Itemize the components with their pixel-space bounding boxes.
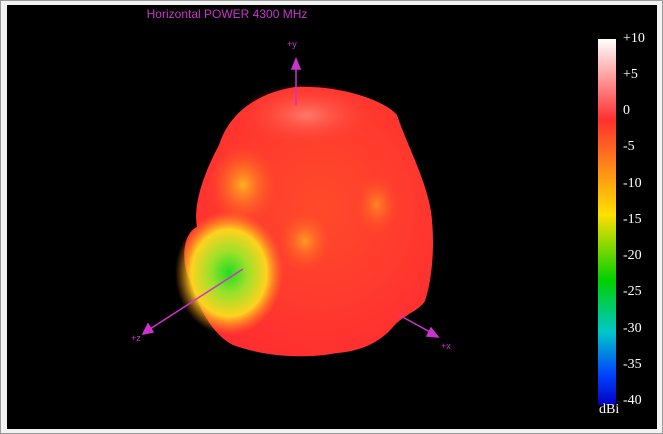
axis-y	[290, 56, 302, 105]
orange-patch-center	[279, 211, 331, 271]
colorbar-tick: +5	[623, 67, 638, 82]
colorbar-unit: dBi	[599, 402, 620, 417]
colorbar-tick: -30	[623, 321, 642, 336]
colorbar-tick: -10	[623, 176, 642, 191]
null-region-green	[175, 211, 283, 335]
colorbar-tick: 0	[623, 103, 630, 118]
colorbar-tick: -35	[623, 357, 642, 372]
colorbar-tick: -25	[623, 284, 642, 299]
colorbar-tick: +10	[623, 31, 645, 46]
orange-patch-upper	[209, 145, 277, 225]
top-highlight	[237, 83, 377, 147]
colorbar-tick: -40	[623, 393, 642, 408]
radiation-pattern-3d[interactable]	[7, 5, 657, 429]
axis-z	[141, 268, 244, 336]
radiation-pattern-viewport[interactable]: Horizontal POWER 4300 MHz	[7, 5, 657, 429]
orange-patch-right	[355, 175, 399, 235]
colorbar-gradient	[598, 39, 616, 405]
axis-x	[398, 314, 440, 338]
colorbar-tick: -5	[623, 139, 635, 154]
colorbar-tick: -20	[623, 248, 642, 263]
axis-label-y: +y	[287, 39, 297, 49]
plot-title: Horizontal POWER 4300 MHz	[146, 7, 308, 21]
colorbar-tick: -15	[623, 212, 642, 227]
axis-label-z: +z	[131, 333, 141, 343]
axis-label-x: +x	[441, 341, 451, 351]
